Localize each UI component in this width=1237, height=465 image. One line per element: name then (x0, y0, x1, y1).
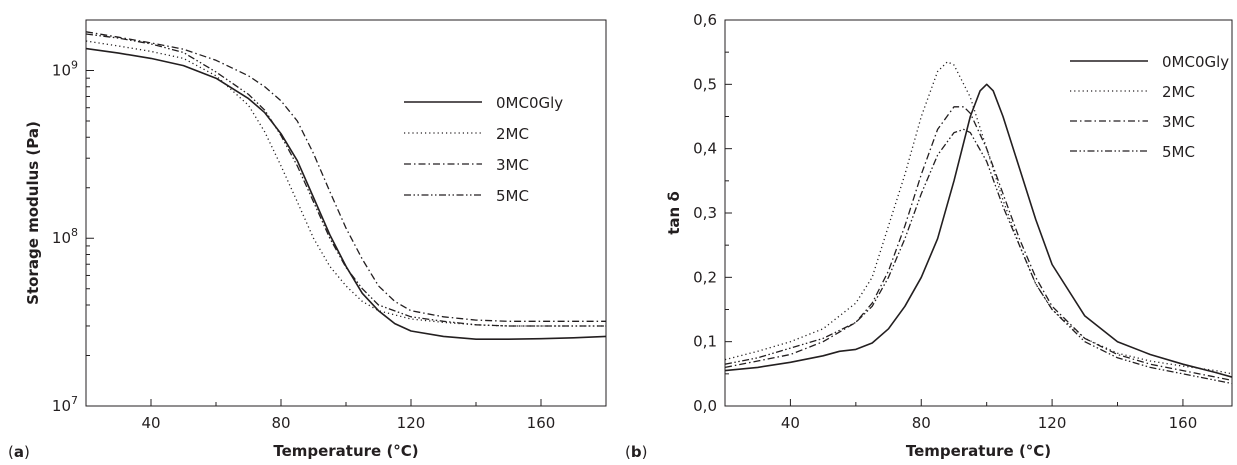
x-axis-label: Temperature (°C) (906, 442, 1051, 460)
plot-frame (85, 19, 607, 407)
x-axis: 40 80 120 160 (724, 399, 1198, 432)
series-line-5mc (86, 33, 606, 327)
x-axis: 40 80 120 160 (85, 399, 607, 432)
panel-label-b: (b) (625, 443, 647, 461)
legend-label: 0MC0Gly (496, 94, 563, 112)
y-axis-label: tan δ (665, 191, 683, 235)
legend-label: 3MC (496, 156, 529, 174)
y-tick-label: 0,1 (693, 333, 717, 351)
x-tick-label: 160 (1169, 414, 1198, 432)
series-group (86, 31, 606, 341)
y-axis: 0,0 0,1 0,2 0,3 0,4 0,5 0,6 (693, 11, 732, 415)
x-tick-label: 80 (912, 414, 931, 432)
y-axis: 107 108 109 (52, 19, 94, 415)
y-tick-label: 0,0 (693, 397, 717, 415)
y-axis-label: Storage modulus (Pa) (24, 121, 42, 305)
x-tick-label: 80 (271, 414, 290, 432)
series-line-2mc (725, 61, 1232, 375)
plot-frame (724, 19, 1233, 407)
panel-label-a: (a) (8, 443, 30, 461)
legend: 0MC0Gly 2MC 3MC 5MC (404, 94, 563, 205)
chart-panel-a: (a) 40 80 120 160 Temperature (°C) 107 108 109 S… (8, 19, 607, 461)
series-line-3mc (86, 31, 606, 322)
legend-label: 5MC (496, 187, 529, 205)
series-line-5mc (725, 128, 1232, 385)
y-tick-label: 0,6 (693, 11, 717, 29)
x-tick-label: 160 (527, 414, 556, 432)
legend-label: 5MC (1162, 143, 1195, 161)
y-tick-label: 107 (52, 394, 78, 415)
x-tick-label: 120 (397, 414, 426, 432)
series-line-3mc (725, 106, 1232, 381)
legend-label: 3MC (1162, 113, 1195, 131)
series-line-0mc0gly (86, 47, 606, 341)
legend-label: 2MC (1162, 83, 1195, 101)
x-axis-label: Temperature (°C) (273, 442, 418, 460)
series-line-0mc0gly (725, 83, 1232, 378)
x-tick-label: 40 (141, 414, 160, 432)
y-tick-label: 108 (52, 226, 78, 247)
y-tick-label: 0,4 (693, 140, 717, 158)
series-group (725, 61, 1232, 385)
x-tick-label: 120 (1038, 414, 1067, 432)
y-tick-label: 0,5 (693, 75, 717, 93)
legend-label: 0MC0Gly (1162, 53, 1229, 71)
y-tick-label: 109 (52, 58, 78, 79)
y-tick-label: 0,2 (693, 268, 717, 286)
legend-label: 2MC (496, 125, 529, 143)
series-line-2mc (86, 40, 606, 327)
legend: 0MC0Gly 2MC 3MC 5MC (1070, 53, 1229, 161)
x-tick-label: 40 (781, 414, 800, 432)
y-tick-label: 0,3 (693, 204, 717, 222)
